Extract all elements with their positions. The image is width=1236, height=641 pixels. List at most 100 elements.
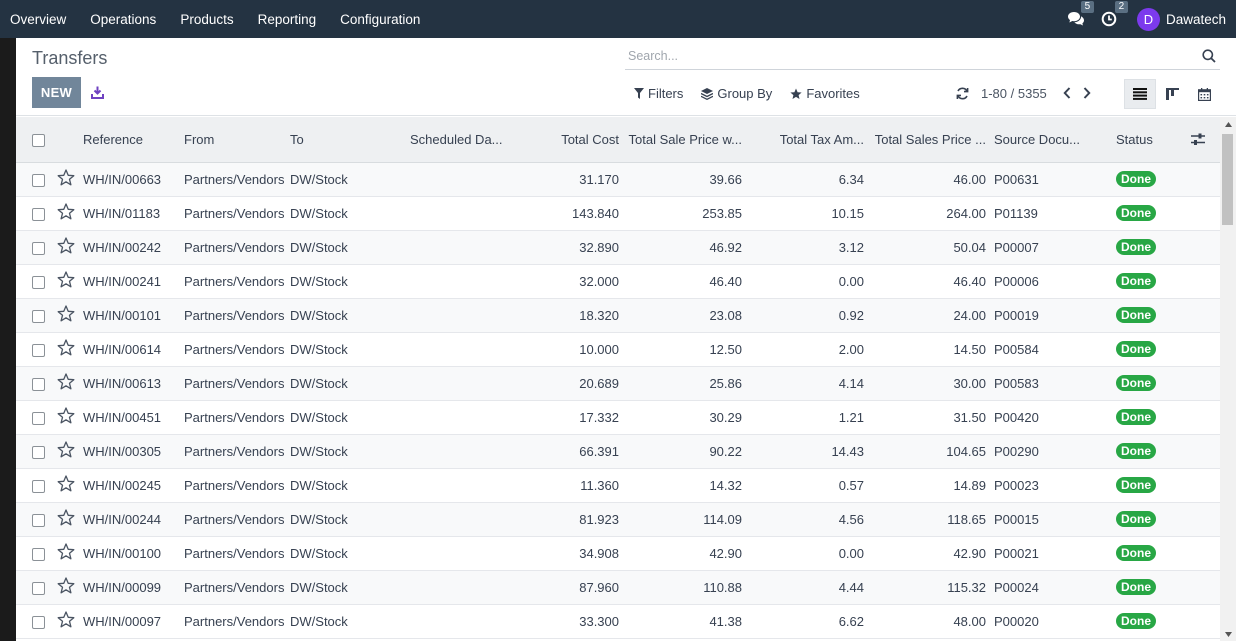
cell-scheduled-date [406,400,526,434]
table-row[interactable]: WH/IN/00663 Partners/Vendors DW/Stock 31.17… [16,162,1220,196]
pager-next-button[interactable] [1077,83,1097,103]
cell-total-sale-price: 46.92 [709,239,742,255]
scrollbar-thumb[interactable] [1222,134,1233,225]
row-checkbox[interactable] [32,615,45,629]
menu-reporting[interactable]: Reporting [257,11,317,27]
column-reference[interactable]: Reference [79,117,180,163]
favorite-star-icon[interactable] [57,577,75,597]
select-all-checkbox[interactable] [32,133,45,147]
cell-to: DW/Stock [290,171,348,187]
table-row[interactable]: WH/IN/00614 Partners/Vendors DW/Stock 10.00… [16,332,1220,366]
favorite-star-icon[interactable] [57,543,75,563]
table-row[interactable]: WH/IN/00245 Partners/Vendors DW/Stock 11.36… [16,468,1220,502]
optional-columns-toggle[interactable] [1180,133,1216,146]
table-row[interactable]: WH/IN/00241 Partners/Vendors DW/Stock 32.00… [16,264,1220,298]
group-by-button[interactable]: Group By [701,86,772,101]
triangle-up-icon [1224,121,1232,127]
favorite-star-icon[interactable] [57,475,75,495]
favorite-cell [54,264,79,298]
row-checkbox[interactable] [32,241,45,255]
favorite-star-icon[interactable] [57,509,75,529]
new-button[interactable]: NEW [32,77,81,108]
cell-status: Done [1112,536,1176,570]
cell-source-document: P00015 [994,511,1039,527]
favorite-star-icon[interactable] [57,373,75,393]
filters-button[interactable]: Filters [634,86,683,101]
column-total-tax[interactable]: Total Tax Am... [746,117,868,163]
column-scheduled-date[interactable]: Scheduled Da... [406,117,526,163]
search-input[interactable] [625,48,1198,63]
row-checkbox[interactable] [32,411,45,425]
column-from[interactable]: From [180,117,286,163]
download-icon [90,86,104,99]
favorite-star-icon[interactable] [57,441,75,461]
cell-scheduled-date [406,196,526,230]
vertical-scrollbar[interactable] [1220,117,1236,641]
table-row[interactable]: WH/IN/00613 Partners/Vendors DW/Stock 20.68… [16,366,1220,400]
cell-reference: WH/IN/01183 [83,205,161,221]
favorites-button[interactable]: Favorites [790,86,860,101]
row-checkbox[interactable] [32,377,45,391]
refresh-button[interactable] [956,87,969,100]
row-checkbox[interactable] [32,343,45,357]
row-checkbox[interactable] [32,445,45,459]
column-status[interactable]: Status [1112,117,1176,163]
table-row[interactable]: WH/IN/00101 Partners/Vendors DW/Stock 18.32… [16,298,1220,332]
export-button[interactable] [88,82,106,102]
row-checkbox[interactable] [32,581,45,595]
scroll-down-arrow[interactable] [1220,627,1236,641]
scroll-up-arrow[interactable] [1220,117,1236,131]
menu-overview[interactable]: Overview [10,11,67,27]
activities-count-badge: 2 [1114,1,1128,13]
row-checkbox[interactable] [32,479,45,493]
messages-button[interactable]: 5 [1067,1,1094,27]
cell-total-sale-price: 39.66 [709,171,742,187]
cell-to: DW/Stock [290,307,348,323]
favorite-star-icon[interactable] [57,169,75,189]
table-row[interactable]: WH/IN/00242 Partners/Vendors DW/Stock 32.89… [16,230,1220,264]
menu-configuration[interactable]: Configuration [340,11,421,27]
menu-products[interactable]: Products [180,11,234,27]
favorite-star-icon[interactable] [57,237,75,257]
table-row[interactable]: WH/IN/00099 Partners/Vendors DW/Stock 87.96… [16,570,1220,604]
column-to[interactable]: To [286,117,406,163]
column-total-sale-price[interactable]: Total Sale Price w... [623,117,746,163]
table-row[interactable]: WH/IN/00244 Partners/Vendors DW/Stock 81.92… [16,502,1220,536]
row-checkbox[interactable] [32,275,45,289]
calendar-view-button[interactable] [1188,79,1220,109]
row-checkbox[interactable] [32,309,45,323]
search-button[interactable] [1198,45,1220,67]
column-total-sales-price[interactable]: Total Sales Price ... [868,117,990,163]
activities-button[interactable]: 2 [1101,1,1128,27]
user-menu[interactable]: D Dawatech [1136,7,1226,31]
row-checkbox[interactable] [32,173,45,187]
table-row[interactable]: WH/IN/00100 Partners/Vendors DW/Stock 34.90… [16,536,1220,570]
row-end-cell [1176,400,1220,434]
favorite-star-icon[interactable] [57,271,75,291]
cell-total-sales-price: 118.65 [947,511,986,527]
favorite-star-icon[interactable] [57,305,75,325]
triangle-down-icon [1224,631,1232,637]
column-source-document[interactable]: Source Docu... [990,117,1112,163]
favorite-star-icon[interactable] [57,339,75,359]
table-row[interactable]: WH/IN/00097 Partners/Vendors DW/Stock 33.30… [16,604,1220,638]
favorite-star-icon[interactable] [57,611,75,631]
table-row[interactable]: WH/IN/00451 Partners/Vendors DW/Stock 17.33… [16,400,1220,434]
favorite-star-icon[interactable] [57,203,75,223]
list-view-button[interactable] [1124,79,1156,109]
pager-value[interactable]: 1-80 / 5355 [981,85,1047,101]
page-title: Transfers [32,48,108,68]
kanban-icon [1165,88,1179,100]
row-checkbox[interactable] [32,207,45,221]
row-checkbox[interactable] [32,513,45,527]
favorite-star-icon[interactable] [57,407,75,427]
menu-operations[interactable]: Operations [90,11,157,27]
kanban-view-button[interactable] [1156,79,1188,109]
table-row[interactable]: WH/IN/00305 Partners/Vendors DW/Stock 66.39… [16,434,1220,468]
row-checkbox[interactable] [32,547,45,561]
column-total-cost[interactable]: Total Cost [526,117,623,163]
cell-total-sale-price: 114.09 [703,511,742,527]
table-row[interactable]: WH/IN/01183 Partners/Vendors DW/Stock 143.8… [16,196,1220,230]
transfers-list: Reference From To Scheduled Da... Total … [16,117,1220,641]
pager-previous-button[interactable] [1057,83,1077,103]
